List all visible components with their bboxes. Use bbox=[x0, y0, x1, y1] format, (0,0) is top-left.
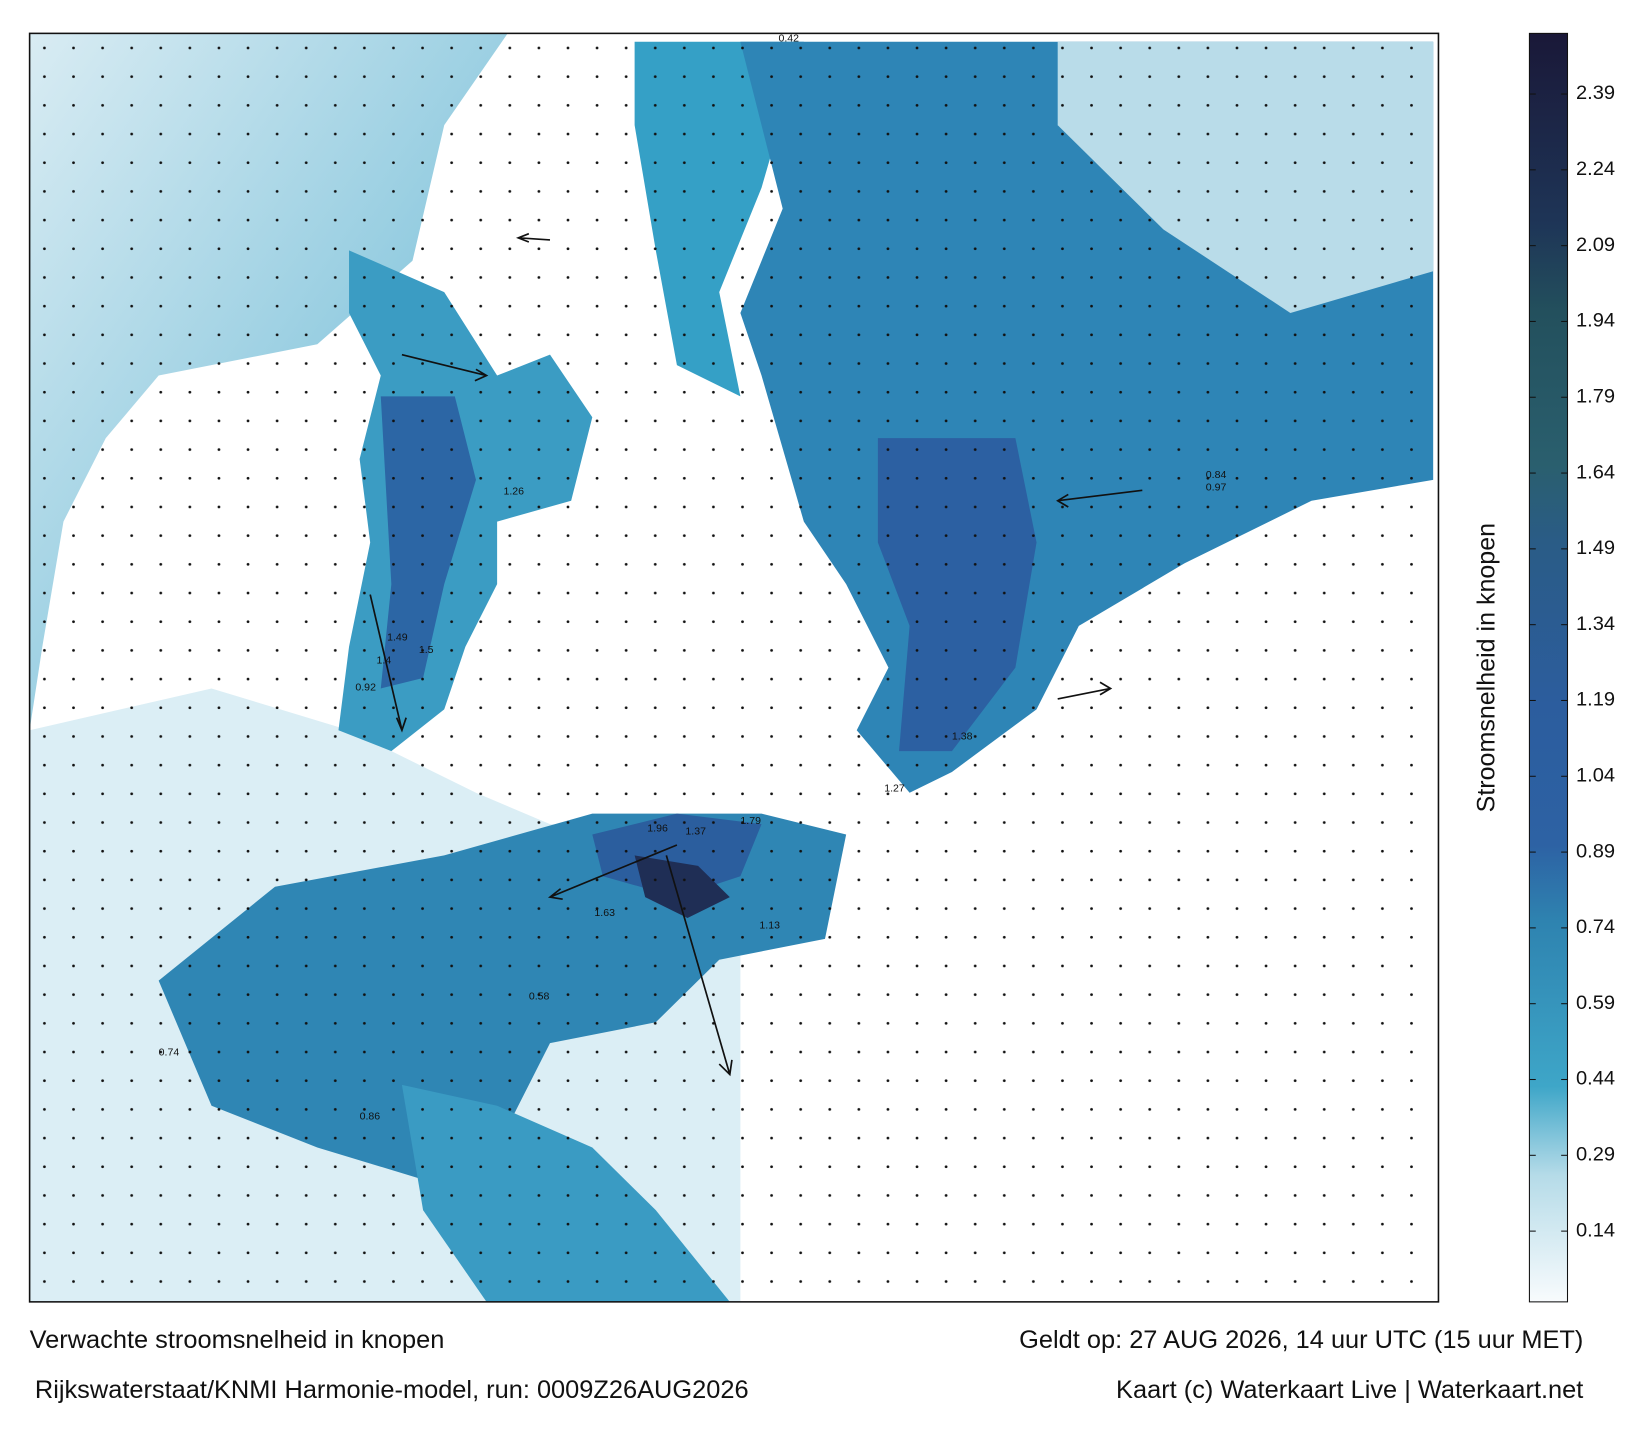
colorbar-tick-label: 1.94 bbox=[1576, 310, 1615, 332]
speed-label: 0.58 bbox=[529, 990, 550, 1002]
speed-label: 0.84 bbox=[1206, 469, 1227, 481]
map bbox=[28, 32, 1440, 1303]
speed-label: 1.27 bbox=[884, 783, 905, 795]
speed-label: 1.63 bbox=[594, 907, 615, 919]
speed-label: 1.96 bbox=[647, 822, 668, 834]
colorbar-tick-label: 1.79 bbox=[1576, 386, 1615, 408]
colorbar-tick-label: 0.44 bbox=[1576, 1068, 1615, 1090]
colorbar-tick-label: 1.49 bbox=[1576, 537, 1615, 559]
speed-label: 1.4 bbox=[377, 655, 392, 667]
colorbar-tick-label: 0.89 bbox=[1576, 840, 1615, 862]
colorbar-tick-label: 2.24 bbox=[1576, 158, 1615, 180]
speed-label: 1.79 bbox=[740, 815, 761, 827]
speed-label: 1.13 bbox=[759, 919, 780, 931]
speed-label: 1.5 bbox=[419, 644, 434, 656]
colorbar-tick-label: 0.59 bbox=[1576, 992, 1615, 1014]
colorbar-label: Stroomsnelheid in knopen bbox=[1472, 523, 1500, 812]
speed-label: 0.97 bbox=[1206, 481, 1227, 493]
model-run: Rijkswaterstaat/KNMI Harmonie-model, run… bbox=[35, 1376, 749, 1404]
credit: Kaart (c) Waterkaart Live | Waterkaart.n… bbox=[1116, 1376, 1583, 1404]
speed-label: 1.38 bbox=[952, 731, 973, 743]
colorbar-tick-label: 1.19 bbox=[1576, 689, 1615, 711]
speed-label: 0.92 bbox=[355, 682, 376, 694]
title: Verwachte stroomsnelheid in knopen bbox=[30, 1326, 445, 1354]
speed-label: 0.86 bbox=[360, 1110, 381, 1122]
speed-label: 1.49 bbox=[387, 632, 408, 644]
colorbar-tick-label: 1.34 bbox=[1576, 613, 1615, 635]
colorbar-tick-label: 0.29 bbox=[1576, 1144, 1615, 1166]
speed-label: 0.42 bbox=[778, 33, 799, 45]
colorbar-tick-label: 1.64 bbox=[1576, 461, 1615, 483]
colorbar-tick-label: 1.04 bbox=[1576, 765, 1615, 787]
colorbar-tick-label: 2.09 bbox=[1576, 234, 1615, 256]
colorbar-tick-label: 0.74 bbox=[1576, 916, 1615, 938]
colorbar bbox=[1528, 32, 1569, 1303]
speed-label: 1.26 bbox=[503, 486, 524, 498]
colorbar-tick-label: 0.14 bbox=[1576, 1219, 1615, 1241]
valid-time: Geldt op: 27 AUG 2026, 14 uur UTC (15 uu… bbox=[1019, 1326, 1583, 1354]
colorbar-tick-label: 2.39 bbox=[1576, 82, 1615, 104]
speed-label: 1.37 bbox=[685, 826, 706, 838]
speed-label: 0.74 bbox=[159, 1047, 180, 1059]
